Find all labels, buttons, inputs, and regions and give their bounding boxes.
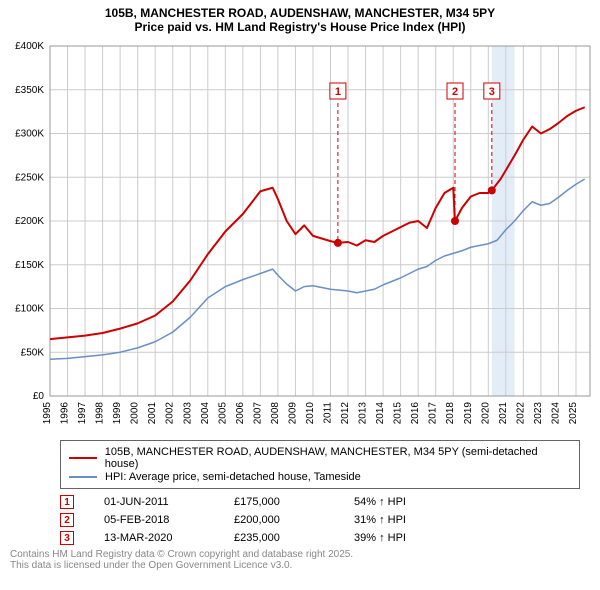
legend-row-1: 105B, MANCHESTER ROAD, AUDENSHAW, MANCHE… xyxy=(69,446,571,470)
marker-number-box: 1 xyxy=(60,495,74,509)
title-line1: 105B, MANCHESTER ROAD, AUDENSHAW, MANCHE… xyxy=(10,6,590,20)
marker-date: 01-JUN-2011 xyxy=(104,496,204,508)
legend-row-2: HPI: Average price, semi-detached house,… xyxy=(69,471,571,483)
svg-text:2005: 2005 xyxy=(217,402,228,425)
svg-text:2004: 2004 xyxy=(200,402,211,425)
svg-text:2000: 2000 xyxy=(130,402,141,425)
svg-text:2011: 2011 xyxy=(323,402,334,424)
marker-row: 3 13-MAR-2020 £235,000 39% ↑ HPI xyxy=(60,531,580,545)
svg-text:2002: 2002 xyxy=(165,402,176,425)
svg-text:2010: 2010 xyxy=(305,402,316,425)
footer-line1: Contains HM Land Registry data © Crown c… xyxy=(10,549,580,560)
svg-text:£300K: £300K xyxy=(15,129,44,140)
svg-text:£150K: £150K xyxy=(15,260,44,271)
svg-text:2020: 2020 xyxy=(480,402,491,425)
marker-price: £235,000 xyxy=(234,532,324,544)
svg-text:2024: 2024 xyxy=(550,402,561,425)
chart-svg: £0 £50K £100K £150K £200K £250K £300K £350K £400… xyxy=(0,36,600,436)
svg-text:1: 1 xyxy=(335,86,341,98)
legend: 105B, MANCHESTER ROAD, AUDENSHAW, MANCHE… xyxy=(60,440,580,489)
svg-text:2017: 2017 xyxy=(428,402,439,425)
svg-text:1998: 1998 xyxy=(95,402,106,425)
legend-swatch-2 xyxy=(69,476,97,478)
legend-swatch-1 xyxy=(69,457,97,459)
marker-delta: 54% ↑ HPI xyxy=(354,496,454,508)
marker-table: 1 01-JUN-2011 £175,000 54% ↑ HPI 2 05-FEB-201… xyxy=(60,495,580,545)
svg-text:£200K: £200K xyxy=(15,216,44,227)
svg-text:2013: 2013 xyxy=(358,402,369,425)
marker-date: 13-MAR-2020 xyxy=(104,532,204,544)
marker-price: £200,000 xyxy=(234,514,324,526)
svg-text:2: 2 xyxy=(452,86,458,98)
svg-text:2006: 2006 xyxy=(235,402,246,425)
svg-text:2025: 2025 xyxy=(568,402,579,425)
svg-text:2012: 2012 xyxy=(340,402,351,425)
marker-row: 1 01-JUN-2011 £175,000 54% ↑ HPI xyxy=(60,495,580,509)
svg-text:2003: 2003 xyxy=(182,402,193,425)
svg-text:2008: 2008 xyxy=(270,402,281,425)
svg-text:2009: 2009 xyxy=(287,402,298,425)
svg-text:1999: 1999 xyxy=(112,402,123,425)
marker-row: 2 05-FEB-2018 £200,000 31% ↑ HPI xyxy=(60,513,580,527)
marker-delta: 39% ↑ HPI xyxy=(354,532,454,544)
svg-text:2022: 2022 xyxy=(515,402,526,425)
footer: Contains HM Land Registry data © Crown c… xyxy=(10,549,580,571)
svg-text:£250K: £250K xyxy=(15,172,44,183)
svg-text:£50K: £50K xyxy=(21,347,45,358)
legend-label-1: 105B, MANCHESTER ROAD, AUDENSHAW, MANCHE… xyxy=(105,446,571,470)
marker-number-box: 3 xyxy=(60,531,74,545)
svg-text:£400K: £400K xyxy=(15,41,44,52)
svg-text:3: 3 xyxy=(489,86,495,98)
svg-text:2023: 2023 xyxy=(533,402,544,425)
svg-text:2021: 2021 xyxy=(498,402,509,425)
svg-text:2018: 2018 xyxy=(445,402,456,425)
svg-text:2016: 2016 xyxy=(410,402,421,425)
legend-label-2: HPI: Average price, semi-detached house,… xyxy=(105,471,361,483)
svg-text:2007: 2007 xyxy=(252,402,263,425)
title-line2: Price paid vs. HM Land Registry's House … xyxy=(10,20,590,34)
svg-text:£350K: £350K xyxy=(15,85,44,96)
chart-area: £0 £50K £100K £150K £200K £250K £300K £350K £400… xyxy=(0,36,600,436)
svg-text:£100K: £100K xyxy=(15,304,44,315)
svg-text:1997: 1997 xyxy=(77,402,88,425)
svg-text:£0: £0 xyxy=(33,391,45,402)
svg-text:2001: 2001 xyxy=(147,402,158,425)
chart-title: 105B, MANCHESTER ROAD, AUDENSHAW, MANCHE… xyxy=(0,0,600,36)
marker-price: £175,000 xyxy=(234,496,324,508)
svg-text:1996: 1996 xyxy=(60,402,71,425)
svg-text:1995: 1995 xyxy=(42,402,53,425)
svg-text:2015: 2015 xyxy=(393,402,404,425)
footer-line2: This data is licensed under the Open Gov… xyxy=(10,560,580,571)
svg-text:2014: 2014 xyxy=(375,402,386,425)
marker-delta: 31% ↑ HPI xyxy=(354,514,454,526)
marker-date: 05-FEB-2018 xyxy=(104,514,204,526)
svg-text:2019: 2019 xyxy=(463,402,474,425)
marker-number-box: 2 xyxy=(60,513,74,527)
